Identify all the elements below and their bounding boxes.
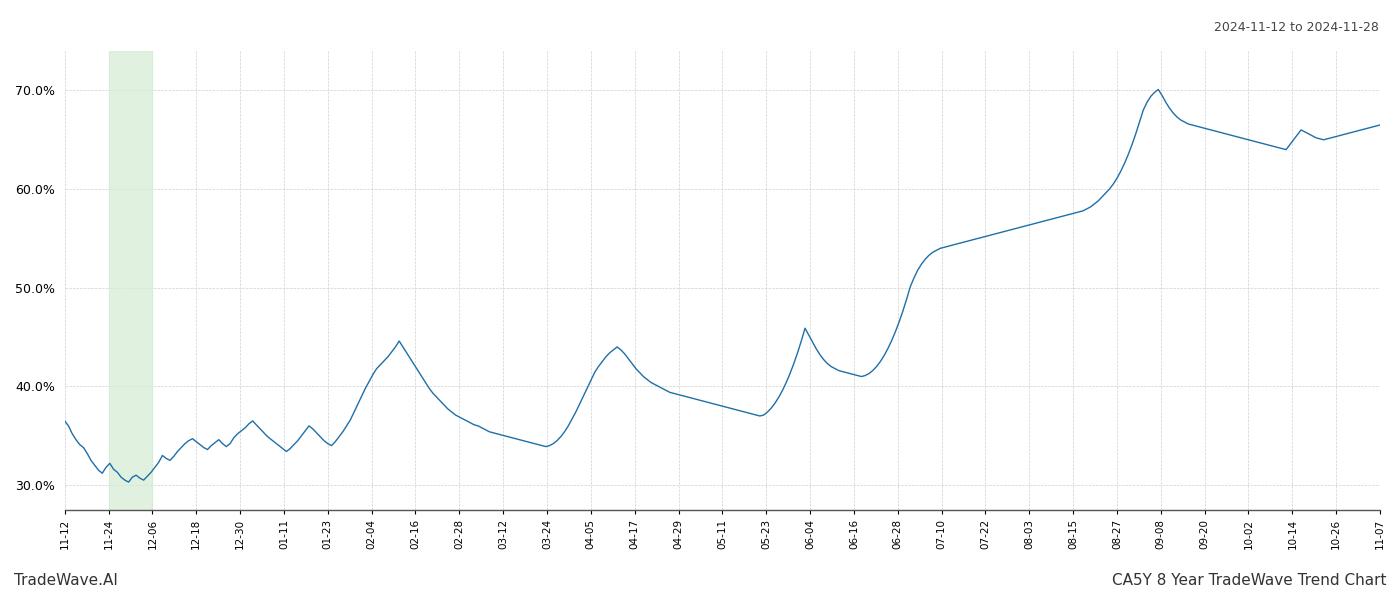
Text: CA5Y 8 Year TradeWave Trend Chart: CA5Y 8 Year TradeWave Trend Chart bbox=[1112, 573, 1386, 588]
Bar bbox=[109, 51, 153, 510]
Text: 2024-11-12 to 2024-11-28: 2024-11-12 to 2024-11-28 bbox=[1214, 21, 1379, 34]
Text: TradeWave.AI: TradeWave.AI bbox=[14, 573, 118, 588]
